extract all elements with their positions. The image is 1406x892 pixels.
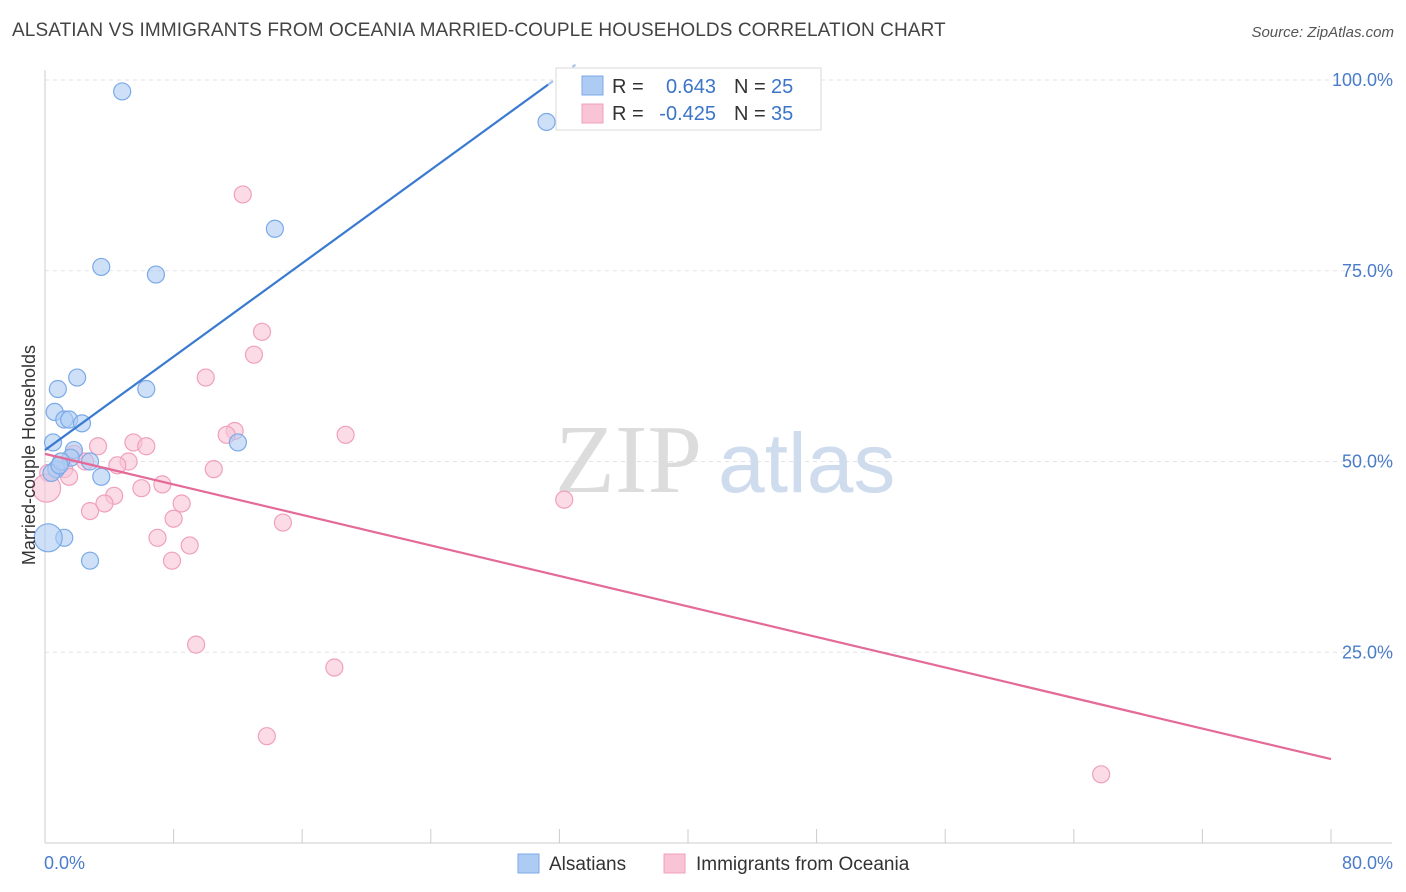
oceania-point (204, 460, 223, 479)
x-tick-label: 80.0% (1342, 853, 1393, 873)
stats-r-label-oceania: R = (612, 103, 644, 125)
legend-swatch-alsatians (517, 853, 540, 874)
tick-labels: 100.0% 75.0% 50.0% 25.0% 0.0% 80.0% (44, 70, 1393, 873)
y-tick-label: 75.0% (1342, 261, 1393, 281)
oceania-point (325, 658, 344, 677)
stats-r-value-alsatians: 0.643 (666, 76, 716, 98)
stats-n-label-alsatians: N = (734, 76, 766, 98)
stats-legend: R = 0.643 N = 25 R = -0.425 N = 35 (555, 67, 822, 131)
stats-r-value-oceania: -0.425 (659, 103, 716, 125)
alsatians-point (48, 379, 67, 399)
oceania-point (555, 490, 574, 509)
oceania-point (1092, 765, 1111, 784)
oceania-point (196, 368, 215, 387)
oceania-point (80, 501, 100, 521)
alsatians-point (92, 467, 111, 486)
chart-title: ALSATIAN VS IMMIGRANTS FROM OCEANIA MARR… (12, 20, 946, 41)
x-tick-label: 0.0% (44, 853, 85, 873)
alsatians-point (146, 265, 166, 284)
stats-n-value-oceania: 35 (771, 103, 793, 125)
y-tick-label: 25.0% (1342, 642, 1393, 662)
oceania-point (153, 475, 172, 494)
data-points (32, 82, 1111, 784)
oceania-point (132, 479, 151, 498)
y-tick-label: 100.0% (1332, 70, 1393, 90)
oceania-point (336, 425, 355, 444)
legend-label-oceania: Immigrants from Oceania (696, 854, 910, 875)
legend-swatch-oceania (663, 853, 686, 874)
stats-r-label-alsatians: R = (612, 76, 644, 98)
oceania-point (187, 635, 206, 654)
oceania-point (148, 528, 167, 547)
gridlines (45, 79, 1392, 653)
legend-label-alsatians: Alsatians (549, 854, 626, 875)
alsatians-point (80, 452, 100, 471)
stats-swatch-oceania (581, 103, 604, 124)
y-axis-label: Married-couple Households (19, 345, 39, 565)
watermark: ZIP atlas (555, 406, 895, 514)
axes (44, 70, 1392, 844)
chart-source: Source: ZipAtlas.com (1251, 24, 1394, 41)
oceania-point (164, 509, 183, 528)
alsatians-trend-line (44, 83, 549, 451)
alsatians-point (113, 82, 132, 101)
oceania-point (233, 185, 252, 204)
oceania-point (88, 437, 108, 456)
watermark-atlas: atlas (718, 416, 895, 510)
oceania-point (137, 437, 156, 456)
watermark-zip: ZIP (555, 406, 702, 514)
y-tick-label: 50.0% (1342, 452, 1393, 472)
alsatians-point (92, 257, 111, 277)
alsatians-point (537, 112, 556, 132)
alsatians-trend-extension (547, 63, 577, 86)
alsatians-point (68, 368, 87, 387)
stats-swatch-alsatians (581, 75, 604, 96)
bottom-legend: Alsatians Immigrants from Oceania (517, 853, 910, 875)
stats-n-value-alsatians: 25 (771, 76, 793, 98)
oceania-trend-line (44, 452, 1332, 761)
oceania-point (162, 551, 182, 570)
trend-lines (44, 63, 1332, 761)
oceania-point (273, 513, 293, 532)
alsatians-point (265, 219, 284, 238)
oceania-point (180, 536, 199, 555)
oceania-point (95, 494, 114, 513)
alsatians-point (33, 523, 63, 553)
oceania-point (172, 494, 191, 513)
oceania-point (244, 345, 264, 364)
alsatians-point (80, 551, 100, 570)
alsatians-point (137, 379, 156, 399)
oceania-point (257, 727, 276, 746)
oceania-point (252, 322, 272, 341)
stats-n-label-oceania: N = (734, 103, 766, 125)
alsatians-point (228, 433, 247, 452)
